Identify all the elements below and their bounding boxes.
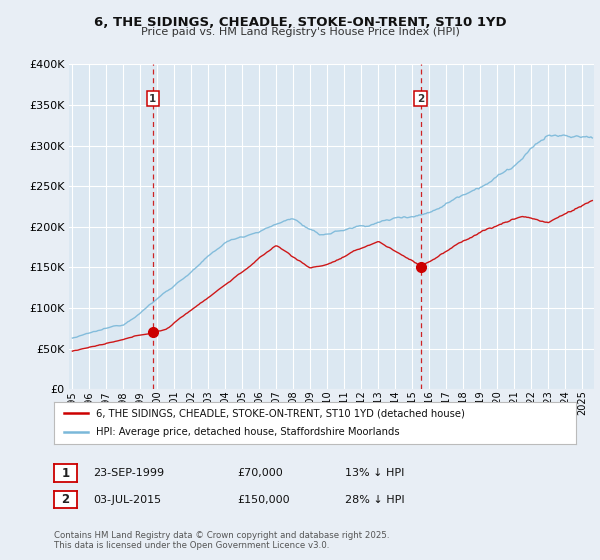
- Text: 1: 1: [61, 466, 70, 480]
- Text: 2: 2: [61, 493, 70, 506]
- Text: Price paid vs. HM Land Registry's House Price Index (HPI): Price paid vs. HM Land Registry's House …: [140, 27, 460, 37]
- Text: Contains HM Land Registry data © Crown copyright and database right 2025.
This d: Contains HM Land Registry data © Crown c…: [54, 531, 389, 550]
- Text: 28% ↓ HPI: 28% ↓ HPI: [345, 494, 404, 505]
- Text: £70,000: £70,000: [237, 468, 283, 478]
- Text: 6, THE SIDINGS, CHEADLE, STOKE-ON-TRENT, ST10 1YD: 6, THE SIDINGS, CHEADLE, STOKE-ON-TRENT,…: [94, 16, 506, 29]
- Text: 2: 2: [417, 94, 424, 104]
- Text: 03-JUL-2015: 03-JUL-2015: [93, 494, 161, 505]
- Text: 1: 1: [149, 94, 157, 104]
- Text: 6, THE SIDINGS, CHEADLE, STOKE-ON-TRENT, ST10 1YD (detached house): 6, THE SIDINGS, CHEADLE, STOKE-ON-TRENT,…: [96, 408, 464, 418]
- Text: HPI: Average price, detached house, Staffordshire Moorlands: HPI: Average price, detached house, Staf…: [96, 427, 400, 437]
- Text: 23-SEP-1999: 23-SEP-1999: [93, 468, 164, 478]
- Text: 13% ↓ HPI: 13% ↓ HPI: [345, 468, 404, 478]
- Text: £150,000: £150,000: [237, 494, 290, 505]
